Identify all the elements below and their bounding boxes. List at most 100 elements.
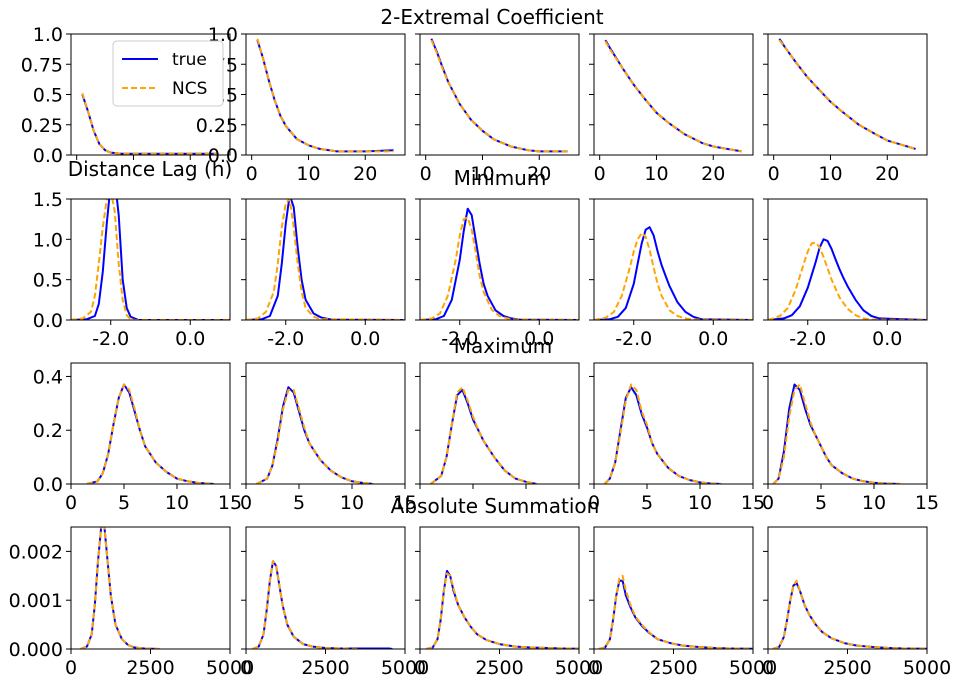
y-tick-label: 1.0 <box>33 24 63 46</box>
panel-r2-c2 <box>415 362 580 489</box>
x-tick-label: 2500 <box>649 657 697 679</box>
series-ncs-line <box>426 572 579 649</box>
y-tick-label: 0.0 <box>208 145 238 167</box>
series-true-line <box>246 199 405 320</box>
x-tick-label: 10 <box>165 492 189 514</box>
x-tick-label: 0 <box>594 163 606 185</box>
series-ncs-line <box>81 93 219 155</box>
axes-frame <box>767 526 928 650</box>
axes-frame <box>245 362 406 485</box>
series-true-line <box>429 388 537 484</box>
series-ncs-line <box>246 199 405 320</box>
series-ncs-line <box>80 527 161 649</box>
y-tick-label: 0.002 <box>9 541 63 563</box>
series-true-line <box>598 579 753 649</box>
x-tick-label: 0 <box>65 492 77 514</box>
x-tick-label: 5 <box>815 492 827 514</box>
panel-r3-c1: 0 2500 5000 <box>240 526 429 679</box>
y-tick-label: 1.5 <box>33 189 63 211</box>
series-ncs-line <box>772 579 927 649</box>
series-true-line <box>603 386 722 484</box>
row-title-absolute-summation: Absolute Summation <box>391 494 600 518</box>
series-true-line <box>252 560 393 649</box>
legend-true-label: true <box>172 50 207 70</box>
series-ncs-line <box>429 386 537 484</box>
x-tick-label: 15 <box>218 492 242 514</box>
axes-frame <box>245 33 406 156</box>
legend-ncs-label: NCS <box>172 79 207 99</box>
x-axis-label: Distance Lag (h) <box>68 157 233 181</box>
panel-r1-c0: -2.0 0.0 0.0 0.5 1.0 1.5 <box>33 189 231 350</box>
panel-r0-c2: 0 10 20 <box>415 33 580 185</box>
series-true-line <box>430 38 568 153</box>
x-tick-label: 5 <box>118 492 130 514</box>
x-tick-label: 0.0 <box>698 328 728 350</box>
x-tick-label: 0 <box>240 657 252 679</box>
axes-frame <box>593 362 754 485</box>
panel-r2-c1: 0 5 10 15 <box>240 362 417 514</box>
panel-r2-c0: 0 5 10 15 0.0 0.2 0.4 <box>33 362 242 514</box>
x-tick-label: 15 <box>741 492 765 514</box>
series-true-line <box>778 38 916 150</box>
x-tick-label: 0 <box>762 492 774 514</box>
y-tick-label: 0.25 <box>21 115 63 137</box>
x-tick-label: 0 <box>246 163 258 185</box>
series-true-line <box>420 207 579 320</box>
x-tick-label: 20 <box>353 163 377 185</box>
x-tick-label: 0.0 <box>175 328 205 350</box>
axes-frame <box>419 198 580 321</box>
x-tick-label: 10 <box>644 163 668 185</box>
row-title-extremal: 2-Extremal Coefficient <box>380 5 603 29</box>
panel-r2-c3: 0 5 10 15 <box>588 362 765 514</box>
axes-frame <box>419 33 580 156</box>
x-tick-label: 2500 <box>823 657 871 679</box>
x-tick-label: -2.0 <box>615 328 652 350</box>
panel-r3-c2: 0 2500 5000 <box>414 526 603 679</box>
series-ncs-line <box>778 39 916 150</box>
x-tick-label: 20 <box>527 163 551 185</box>
series-ncs-line <box>430 39 568 153</box>
x-tick-label: 10 <box>296 163 320 185</box>
x-tick-label: -2.0 <box>92 328 129 350</box>
row-title-minimum: Minimum <box>454 166 547 190</box>
panel-r1-c4: -2.0 0.0 <box>763 198 928 350</box>
x-tick-label: 5000 <box>206 657 254 679</box>
series-ncs-line <box>604 40 742 153</box>
series-ncs-line <box>252 560 358 649</box>
y-tick-label: 0.000 <box>9 639 63 661</box>
x-tick-label: 20 <box>701 163 725 185</box>
series-ncs-line <box>256 38 394 153</box>
panel-r0-c3: 0 10 20 <box>589 33 754 185</box>
panel-r0-c4: 0 10 20 <box>763 33 928 185</box>
x-tick-label: -2.0 <box>789 328 826 350</box>
panel-r3-c3: 0 2500 5000 <box>588 526 777 679</box>
series-true-line <box>256 386 374 484</box>
y-tick-label: 0.0 <box>33 474 63 496</box>
series-true-line <box>426 569 579 649</box>
series-ncs-line <box>768 241 927 320</box>
x-tick-label: 10 <box>818 163 842 185</box>
series-ncs-line <box>420 216 579 320</box>
series-ncs-line <box>603 383 722 484</box>
panel-r1-c1: -2.0 0.0 <box>241 198 406 350</box>
plot-grid: 0.00.250.50.751.0010200.00.250.50.751.00… <box>9 24 952 679</box>
x-tick-label: 0 <box>768 163 780 185</box>
x-tick-label: 2500 <box>301 657 349 679</box>
x-tick-label: 5000 <box>903 657 951 679</box>
panel-r1-c3: -2.0 0.0 <box>589 198 754 350</box>
series-true-line <box>256 39 394 153</box>
series-ncs-line <box>256 388 374 484</box>
axes-frame <box>245 198 406 321</box>
row-title-maximum: Maximum <box>454 334 553 358</box>
series-true-line <box>80 527 161 649</box>
y-tick-label: 0.0 <box>33 145 63 167</box>
x-tick-label: 5000 <box>555 657 603 679</box>
x-tick-label: 0.0 <box>872 328 902 350</box>
panel-r1-c2: -2.0 0.0 <box>415 198 580 350</box>
x-tick-label: -2.0 <box>267 328 304 350</box>
legend: true NCS <box>112 40 224 107</box>
series-ncs-line <box>71 199 230 320</box>
x-tick-label: 10 <box>470 163 494 185</box>
